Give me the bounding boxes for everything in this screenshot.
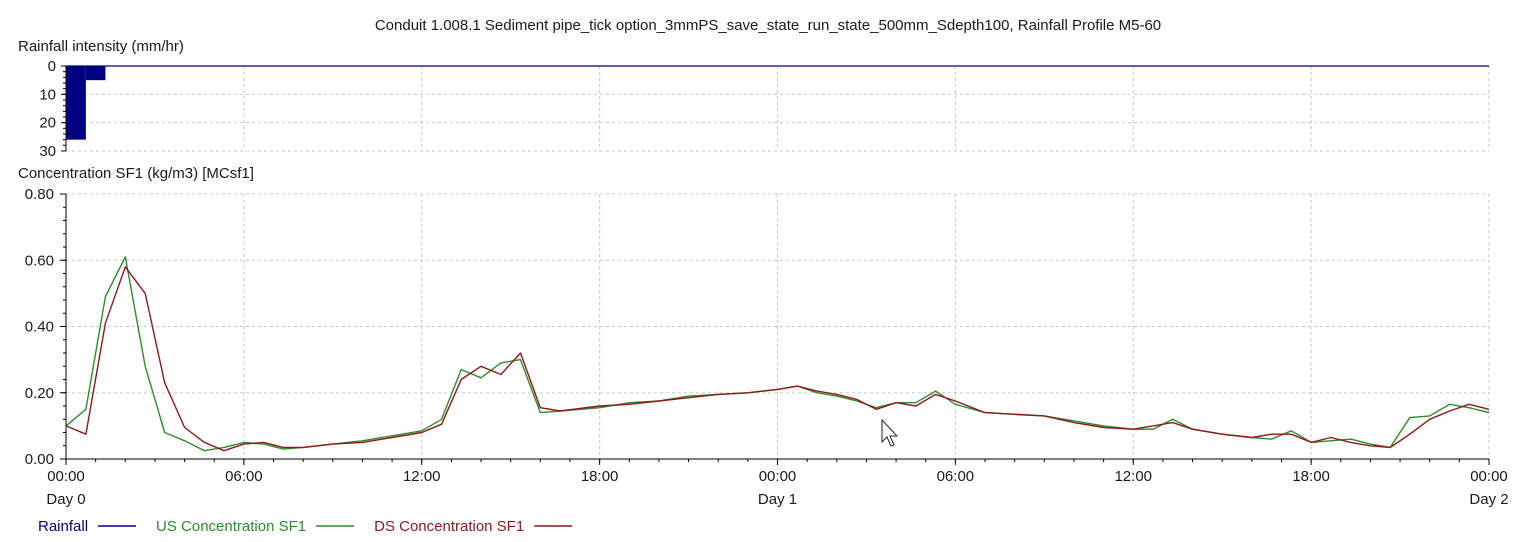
rainfall-y-tick-label: 10: [39, 86, 56, 103]
concentration-y-tick-label: 0.40: [25, 319, 54, 336]
x-tick-time-label: 12:00: [1114, 468, 1152, 485]
x-tick-time-label: 00:00: [47, 468, 85, 485]
ds-concentration-sf1-line: [65, 266, 1490, 452]
rainfall-y-tick-label: 30: [39, 143, 56, 160]
rainfall-axes: [61, 65, 1489, 152]
rainfall-y-tick-label: 20: [39, 115, 56, 132]
x-tick-time-label: 00:00: [1470, 468, 1508, 485]
rainfall-bars: [66, 66, 106, 140]
rainfall-y-tick-label: 0: [48, 58, 56, 75]
rainfall-axis-label: Rainfall intensity (mm/hr): [18, 38, 184, 55]
x-tick-time-label: 18:00: [581, 468, 619, 485]
rainfall-y-ticks: 0 10 20 30: [39, 58, 56, 160]
concentration-axes: [60, 193, 1490, 465]
legend-entry-label: DS Concentration SF1: [374, 518, 524, 535]
chart-title: Conduit 1.008.1 Sediment pipe_tick optio…: [375, 17, 1161, 34]
legend-entry-label: Rainfall: [38, 518, 88, 535]
concentration-y-tick-label: 0.00: [25, 451, 54, 468]
rainfall-bar: [85, 66, 106, 81]
concentration-grid: [66, 193, 1490, 459]
x-tick-day-label: Day 2: [1469, 491, 1508, 508]
time-x-ticks: 00:00 Day 0 06:00 12:00 18:00 00:00 Day 1 06:00…: [46, 468, 1508, 508]
concentration-axis-label: Concentration SF1 (kg/m3) [MCsf1]: [18, 165, 254, 182]
legend: Rainfall US Concentration SF1 DS Concentra…: [38, 518, 573, 535]
concentration-series: [65, 256, 1490, 452]
x-tick-time-label: 06:00: [937, 468, 975, 485]
legend-entry-label: US Concentration SF1: [156, 518, 306, 535]
rainfall-grid: [66, 66, 1490, 152]
concentration-y-tick-label: 0.20: [25, 385, 54, 402]
x-tick-time-label: 00:00: [759, 468, 797, 485]
x-tick-time-label: 12:00: [403, 468, 441, 485]
x-tick-day-label: Day 1: [758, 491, 797, 508]
mouse-cursor-icon: [881, 418, 899, 447]
rainfall-bar: [66, 66, 86, 140]
concentration-y-tick-label: 0.60: [25, 252, 54, 269]
concentration-y-ticks: 0.00 0.20 0.40 0.60 0.80: [25, 186, 54, 468]
x-tick-time-label: 18:00: [1292, 468, 1330, 485]
concentration-y-tick-label: 0.80: [25, 186, 54, 203]
x-tick-time-label: 06:00: [225, 468, 263, 485]
x-tick-day-label: Day 0: [46, 491, 85, 508]
